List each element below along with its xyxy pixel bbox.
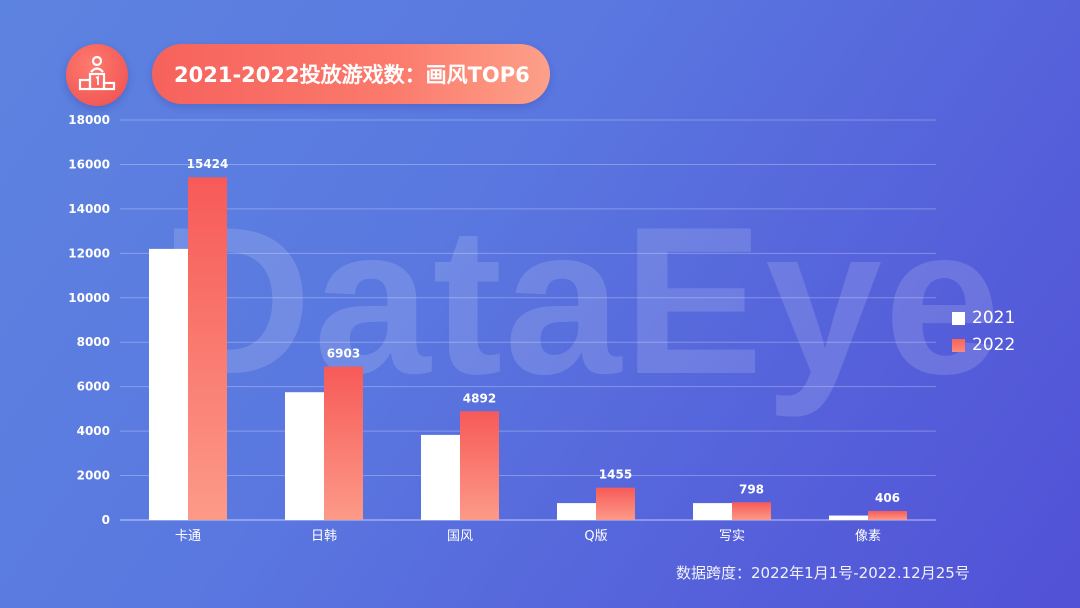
y-tick-label: 6000 <box>77 380 110 394</box>
y-tick-label: 8000 <box>77 335 110 349</box>
data-label: 6903 <box>327 347 360 361</box>
bar-2022 <box>732 502 771 520</box>
legend-swatch-2022 <box>952 338 965 352</box>
legend-label-2022: 2022 <box>972 335 1016 355</box>
bar-2021 <box>421 434 460 520</box>
bar-2021 <box>693 503 732 520</box>
y-tick-label: 12000 <box>68 246 110 260</box>
data-range-footnote: 数据跨度：2022年1月1号-2022.12月25号 <box>676 564 970 582</box>
legend-item-2021: 2021 <box>952 306 1015 330</box>
x-tick-label: 卡通 <box>175 529 201 544</box>
legend: 2021 2022 <box>952 306 1015 360</box>
data-label: 406 <box>875 491 900 505</box>
bar-2021 <box>149 248 188 520</box>
podium-icon <box>66 44 128 106</box>
y-tick-label: 2000 <box>77 469 110 483</box>
y-tick-label: 14000 <box>68 202 110 216</box>
bar-2022 <box>324 366 363 520</box>
y-tick-label: 0 <box>102 513 110 527</box>
data-label: 4892 <box>463 391 496 405</box>
bar-2022 <box>188 177 227 520</box>
x-tick-label: 日韩 <box>311 529 337 544</box>
chart-title: 2021-2022投放游戏数：画风TOP6 <box>174 63 530 87</box>
data-label: 1455 <box>599 468 632 482</box>
y-tick-label: 16000 <box>68 157 110 171</box>
title-banner: 2021-2022投放游戏数：画风TOP6 <box>152 44 550 104</box>
y-tick-label: 18000 <box>68 113 110 127</box>
y-tick-label: 4000 <box>77 424 110 438</box>
bar-2021 <box>285 392 324 520</box>
x-tick-label: 像素 <box>855 529 881 544</box>
bar-2022 <box>460 411 499 520</box>
data-label: 798 <box>739 482 764 496</box>
bar-2021 <box>829 515 868 520</box>
x-tick-label: 写实 <box>719 529 745 544</box>
x-tick-label: Q版 <box>584 529 607 544</box>
bar-2022 <box>868 510 907 520</box>
x-tick-label: 国风 <box>447 529 473 544</box>
data-label: 15424 <box>187 157 229 171</box>
bar-2021 <box>557 503 596 520</box>
legend-swatch-2021 <box>952 311 965 325</box>
bar-2022 <box>596 487 635 520</box>
legend-item-2022: 2022 <box>952 333 1015 357</box>
y-tick-label: 10000 <box>68 291 110 305</box>
legend-label-2021: 2021 <box>972 308 1016 328</box>
